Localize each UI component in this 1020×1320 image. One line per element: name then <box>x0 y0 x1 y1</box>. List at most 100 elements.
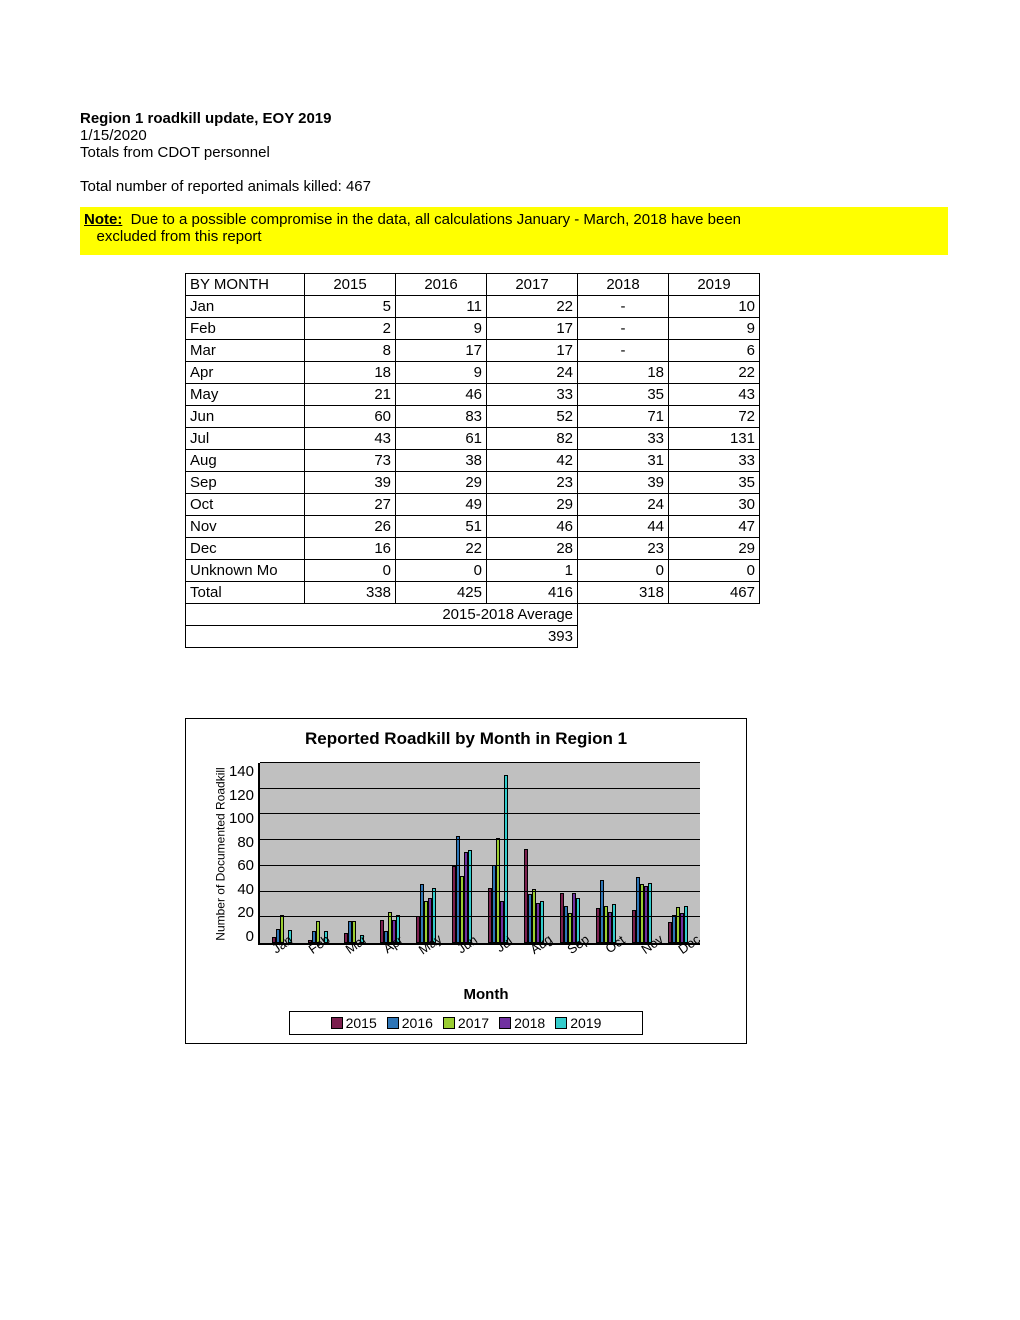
table-cell: - <box>578 340 669 362</box>
table-cell: 46 <box>487 516 578 538</box>
row-label: Jul <box>186 428 305 450</box>
table-cell: 33 <box>669 450 760 472</box>
table-cell: 416 <box>487 582 578 604</box>
table-cell: 44 <box>578 516 669 538</box>
table-cell: 131 <box>669 428 760 450</box>
chart-legend: 20152016201720182019 <box>289 1011 643 1035</box>
row-label: Sep <box>186 472 305 494</box>
table-cell: 83 <box>396 406 487 428</box>
table-cell: 73 <box>305 450 396 472</box>
table-cell: 29 <box>396 472 487 494</box>
table-cell: 17 <box>487 318 578 340</box>
row-label: Unknown Mo <box>186 560 305 582</box>
total-line: Total number of reported animals killed:… <box>80 178 940 195</box>
table-cell: 43 <box>305 428 396 450</box>
table-cell: 24 <box>578 494 669 516</box>
avg-label: 2015-2018 Average <box>186 604 578 626</box>
table-cell: 21 <box>305 384 396 406</box>
table-cell: 318 <box>578 582 669 604</box>
row-label: Jan <box>186 296 305 318</box>
table-cell: 31 <box>578 450 669 472</box>
table-cell: 24 <box>487 362 578 384</box>
table-cell: 23 <box>578 538 669 560</box>
table-cell: 22 <box>669 362 760 384</box>
row-label: Dec <box>186 538 305 560</box>
note-block: Note: Due to a possible compromise in th… <box>80 207 948 255</box>
table-cell: 9 <box>669 318 760 340</box>
table-cell: 29 <box>669 538 760 560</box>
table-cell: 10 <box>669 296 760 318</box>
table-cell: 38 <box>396 450 487 472</box>
table-cell: 39 <box>578 472 669 494</box>
row-label: Oct <box>186 494 305 516</box>
table-cell: 39 <box>305 472 396 494</box>
table-cell: 0 <box>396 560 487 582</box>
table-cell: 33 <box>578 428 669 450</box>
table-cell: 8 <box>305 340 396 362</box>
table-cell: 23 <box>487 472 578 494</box>
chart-xlabels: JanFebMarAprMayJunJulAugSepOctNovDec <box>254 945 698 968</box>
table-cell: 5 <box>305 296 396 318</box>
table-cell: 0 <box>578 560 669 582</box>
table-cell: 18 <box>305 362 396 384</box>
legend-item: 2019 <box>555 1015 601 1031</box>
table-cell: 11 <box>396 296 487 318</box>
report-subtitle: Totals from CDOT personnel <box>80 144 940 161</box>
table-corner: BY MONTH <box>186 274 305 296</box>
bar <box>504 775 508 943</box>
by-month-table: BY MONTH 20152016201720182019 Jan51122-1… <box>185 273 760 648</box>
row-label: Feb <box>186 318 305 340</box>
table-cell: 425 <box>396 582 487 604</box>
note-text-2: excluded from this report <box>97 228 262 245</box>
table-cell: - <box>578 318 669 340</box>
table-cell: 72 <box>669 406 760 428</box>
table-cell: 35 <box>578 384 669 406</box>
table-cell: 51 <box>396 516 487 538</box>
year-header: 2018 <box>578 274 669 296</box>
table-cell: 33 <box>487 384 578 406</box>
table-cell: 49 <box>396 494 487 516</box>
table-cell: 18 <box>578 362 669 384</box>
row-label: Aug <box>186 450 305 472</box>
chart-title: Reported Roadkill by Month in Region 1 <box>186 729 746 749</box>
legend-item: 2017 <box>443 1015 489 1031</box>
legend-item: 2016 <box>387 1015 433 1031</box>
table-cell: 0 <box>669 560 760 582</box>
note-text-1: Due to a possible compromise in the data… <box>131 211 741 228</box>
table-cell: 46 <box>396 384 487 406</box>
row-label: Mar <box>186 340 305 362</box>
table-cell: 16 <box>305 538 396 560</box>
table-cell: 9 <box>396 362 487 384</box>
table-cell: 28 <box>487 538 578 560</box>
chart-ylabel: Number of Documented Roadkill <box>214 767 228 940</box>
note-label: Note: <box>84 211 122 228</box>
table-cell: 22 <box>487 296 578 318</box>
table-cell: 35 <box>669 472 760 494</box>
table-cell: 71 <box>578 406 669 428</box>
table-cell: 47 <box>669 516 760 538</box>
table-cell: 17 <box>396 340 487 362</box>
chart-xlabel: Month <box>226 986 746 1003</box>
table-cell: 1 <box>487 560 578 582</box>
report-title: Region 1 roadkill update, EOY 2019 <box>80 110 940 127</box>
row-label: Total <box>186 582 305 604</box>
row-label: Jun <box>186 406 305 428</box>
table-cell: 467 <box>669 582 760 604</box>
table-cell: 338 <box>305 582 396 604</box>
table-cell: 6 <box>669 340 760 362</box>
year-header: 2016 <box>396 274 487 296</box>
table-cell: - <box>578 296 669 318</box>
table-cell: 2 <box>305 318 396 340</box>
legend-item: 2018 <box>499 1015 545 1031</box>
avg-value: 393 <box>186 626 578 648</box>
table-cell: 60 <box>305 406 396 428</box>
table-cell: 9 <box>396 318 487 340</box>
table-cell: 17 <box>487 340 578 362</box>
row-label: Nov <box>186 516 305 538</box>
chart-plot-area <box>258 763 700 945</box>
row-label: May <box>186 384 305 406</box>
year-header: 2019 <box>669 274 760 296</box>
report-date: 1/15/2020 <box>80 127 940 144</box>
table-cell: 61 <box>396 428 487 450</box>
table-cell: 27 <box>305 494 396 516</box>
